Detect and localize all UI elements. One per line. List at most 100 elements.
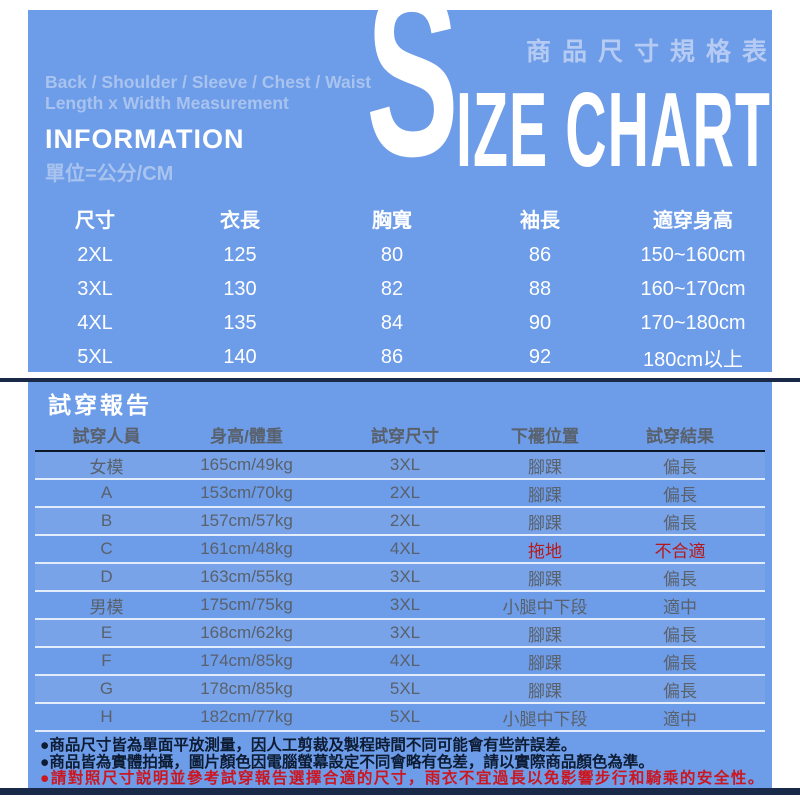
fit-cell: 5XL xyxy=(389,707,421,726)
fit-cell: 178cm/85kg xyxy=(200,679,293,698)
fit-cell: 偏長 xyxy=(663,625,697,645)
footnotes: ●商品尺寸皆為單面平放測量，因人工剪裁及製程時間不同可能會有些許誤差。 ●商品皆… xyxy=(40,737,765,788)
fit-cell: 182cm/77kg xyxy=(200,707,293,726)
fit-report-title: 試穿報告 xyxy=(48,392,152,418)
size-cell: 3XL xyxy=(77,277,113,300)
big-letter-s: S xyxy=(366,0,459,206)
fit-cell: E xyxy=(100,623,113,642)
size-cell: 125 xyxy=(223,243,257,266)
size-cell: 130 xyxy=(223,277,257,300)
fit-table-row: G 178cm/85kg 5XL 腳踝 偏長 xyxy=(35,676,765,704)
fit-cell: 偏長 xyxy=(663,513,697,533)
fit-report-table: 試穿人員 身高/體重 試穿尺寸 下襬位置 試穿結果 女模 165cm/49kg … xyxy=(35,418,765,732)
fit-cell: 偏長 xyxy=(663,485,697,505)
size-cell: 160~170cm xyxy=(640,277,746,300)
fit-col-header: 身高/體重 xyxy=(210,426,283,446)
size-cell: 150~160cm xyxy=(640,243,746,266)
size-col-header: 袖長 xyxy=(520,209,560,232)
fit-cell: 157cm/57kg xyxy=(200,511,293,530)
fit-cell: 165cm/49kg xyxy=(200,455,293,474)
section-divider xyxy=(0,378,800,382)
fit-cell: 小腿中下段 xyxy=(502,597,588,617)
size-table-header-row: 尺寸 衣長 胸寬 袖長 適穿身高 xyxy=(28,198,772,238)
size-cell: 5XL xyxy=(77,345,113,368)
fit-table-row: E 168cm/62kg 3XL 腳踝 偏長 xyxy=(35,620,765,648)
footnote: ●商品尺寸皆為單面平放測量，因人工剪裁及製程時間不同可能會有些許誤差。 xyxy=(40,737,577,754)
fit-cell: 168cm/62kg xyxy=(200,623,293,642)
fit-cell: 153cm/70kg xyxy=(200,483,293,502)
fit-table-row: F 174cm/85kg 4XL 腳踝 偏長 xyxy=(35,648,765,676)
fit-cell: 腳踝 xyxy=(528,653,562,673)
fit-cell: 3XL xyxy=(389,595,421,614)
fit-cell: F xyxy=(101,651,112,670)
size-cell: 180cm以上 xyxy=(642,348,744,371)
fit-cell: G xyxy=(99,679,114,698)
size-cell: 86 xyxy=(528,243,552,266)
fit-col-header: 試穿結果 xyxy=(646,426,714,446)
fit-cell: 175cm/75kg xyxy=(200,595,293,614)
size-cell: 82 xyxy=(380,277,404,300)
size-col-header: 胸寬 xyxy=(372,209,412,232)
fit-col-header: 下襬位置 xyxy=(511,426,579,446)
badge-title: 商品尺寸規格表 xyxy=(525,38,778,66)
fit-cell: 腳踝 xyxy=(528,485,562,505)
fit-cell: 女模 xyxy=(89,457,124,477)
measurement-note-line2: Length x Width Measurement xyxy=(45,93,289,113)
size-cell: 86 xyxy=(380,345,404,368)
fit-cell: 2XL xyxy=(389,511,421,530)
fit-cell: 腳踝 xyxy=(528,681,562,701)
size-cell: 88 xyxy=(528,277,552,300)
fit-cell: 偏長 xyxy=(663,653,697,673)
fit-table-row: H 182cm/77kg 5XL 小腿中下段 適中 xyxy=(35,704,765,732)
bottom-navy-bar xyxy=(0,788,800,795)
fit-cell: 161cm/48kg xyxy=(200,539,293,558)
fit-col-header: 試穿尺寸 xyxy=(371,426,439,446)
fit-cell: 3XL xyxy=(389,455,421,474)
information-title: INFORMATION xyxy=(45,124,245,154)
size-table-row: 4XL 135 84 90 170~180cm xyxy=(28,306,772,340)
size-chart-section: 商品尺寸規格表 S IZE CHART Back / Shoulder / Sl… xyxy=(28,0,772,374)
size-col-header: 衣長 xyxy=(220,209,260,232)
fit-cell: 4XL xyxy=(389,539,421,558)
fit-cell-alert: 不合適 xyxy=(654,541,706,561)
fit-cell: 4XL xyxy=(389,651,421,670)
size-chart-wordmark: IZE CHART xyxy=(456,71,771,189)
size-cell: 4XL xyxy=(77,311,113,334)
fit-cell: 腳踝 xyxy=(528,513,562,533)
size-cell: 92 xyxy=(528,345,552,368)
fit-cell: 174cm/85kg xyxy=(200,651,293,670)
fit-table-header-row: 試穿人員 身高/體重 試穿尺寸 下襬位置 試穿結果 xyxy=(35,418,765,452)
footnote-warning: ●請對照尺寸説明並參考試穿報告選擇合適的尺寸，雨衣不宜過長以免影響步行和騎乘的安… xyxy=(40,770,765,787)
fit-cell-alert: 拖地 xyxy=(528,541,562,561)
size-cell: 2XL xyxy=(77,243,113,266)
fit-table-row: 男模 175cm/75kg 3XL 小腿中下段 適中 xyxy=(35,592,765,620)
fit-cell: 適中 xyxy=(663,597,697,617)
size-cell: 90 xyxy=(528,311,552,334)
size-cell: 80 xyxy=(380,243,404,266)
fit-cell: 男模 xyxy=(89,597,124,617)
footnote: ●商品皆為實體拍攝，圖片顏色因電腦螢幕設定不同會略有色差，請以實際商品顏色為準。 xyxy=(40,753,654,771)
fit-table-row: D 163cm/55kg 3XL 腳踝 偏長 xyxy=(35,564,765,592)
fit-cell: 2XL xyxy=(389,483,421,502)
fit-cell: C xyxy=(100,539,113,558)
fit-cell: H xyxy=(100,707,113,726)
size-table-row: 2XL 125 80 86 150~160cm xyxy=(28,238,772,272)
fit-cell: A xyxy=(100,483,113,502)
fit-cell: B xyxy=(100,511,113,530)
measurement-note-line1: Back / Shoulder / Sleeve / Chest / Waist xyxy=(45,72,372,92)
fit-cell: 腳踝 xyxy=(528,625,562,645)
size-col-header: 適穿身高 xyxy=(653,209,733,232)
fit-cell: 163cm/55kg xyxy=(200,567,293,586)
fit-cell: 偏長 xyxy=(663,681,697,701)
size-cell: 135 xyxy=(223,311,257,334)
fit-cell: 5XL xyxy=(389,679,421,698)
fit-cell: 偏長 xyxy=(663,569,697,589)
fit-table-row-alert: C 161cm/48kg 4XL 拖地 不合適 xyxy=(35,536,765,564)
fit-table-row: B 157cm/57kg 2XL 腳踝 偏長 xyxy=(35,508,765,536)
fit-cell: 適中 xyxy=(663,709,697,729)
fit-cell: 腳踝 xyxy=(528,569,562,589)
fit-col-header: 試穿人員 xyxy=(72,426,141,446)
size-table: 尺寸 衣長 胸寬 袖長 適穿身高 2XL 125 80 86 150~160cm… xyxy=(28,198,772,374)
fit-cell: D xyxy=(100,567,113,586)
